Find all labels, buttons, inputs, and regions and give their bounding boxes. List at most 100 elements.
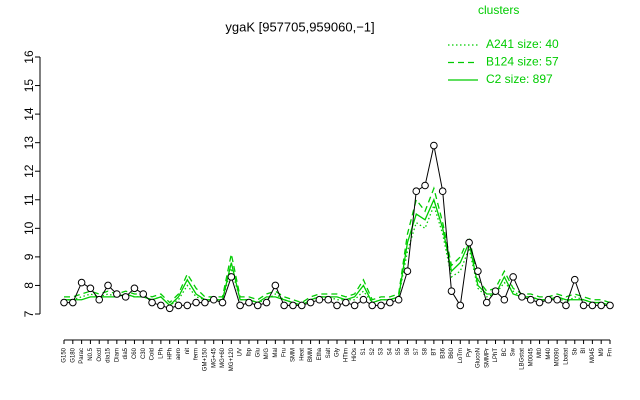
x-tick-label: HPh (167, 348, 173, 360)
probe-point (482, 298, 491, 307)
probe-point (130, 284, 139, 293)
x-tick-label: LPhT (493, 348, 499, 363)
x-tick-label: LBGstat (520, 348, 526, 370)
x-tick-label: Sw (511, 347, 517, 356)
probe-point (606, 301, 614, 310)
x-tick-label: Diam (114, 348, 120, 362)
x-tick-label: Etha (317, 347, 323, 360)
x-tick-label: BI (581, 348, 587, 354)
x-tick-label: Gly (335, 348, 341, 357)
probe-point (297, 301, 306, 310)
probe-point (359, 295, 368, 304)
x-tick-label: Pyr (467, 348, 473, 357)
probe-point (412, 187, 421, 196)
y-tick-label: 15 (22, 79, 36, 93)
probe-point (86, 284, 95, 293)
legend-label: C2 size: 897 (486, 72, 553, 86)
x-tick-label: G150 (62, 347, 68, 362)
x-tick-label: Mal (273, 348, 279, 358)
probe-point (60, 298, 68, 307)
x-tick-label: M40 (546, 347, 552, 359)
x-tick-label: C30 (141, 347, 147, 359)
chart-title: ygaK [957705,959060,−1] (225, 19, 374, 34)
probe-point (174, 301, 183, 310)
probe-point (553, 295, 561, 304)
probe-point (165, 304, 174, 313)
probe-point (183, 301, 192, 310)
probe-point (403, 267, 412, 275)
probe-point (500, 295, 509, 304)
probe-point (350, 301, 359, 310)
cluster-line (64, 203, 611, 307)
y-tick-label: 10 (22, 221, 36, 235)
probe-line (64, 145, 610, 309)
cluster-line (64, 197, 611, 307)
probe-point (509, 273, 517, 281)
x-tick-label: Fru (282, 348, 288, 357)
probe-point (218, 298, 227, 307)
probe-point (306, 298, 315, 307)
x-tick-label: S1 (361, 347, 367, 355)
probe-point (192, 298, 200, 307)
x-tick-label: B60 (449, 347, 455, 358)
probe-point (447, 287, 456, 295)
x-tick-label: MG+120 (229, 347, 235, 371)
probe-point (209, 295, 218, 304)
probe-point (535, 298, 544, 307)
probe-point (588, 301, 597, 310)
x-tick-label: BMM (308, 348, 314, 362)
x-tick-label: GlucoN (475, 348, 481, 368)
probe-point (315, 295, 324, 304)
x-tick-label: Oxctl (97, 348, 103, 362)
probe-point (113, 290, 121, 298)
probe-point (597, 301, 605, 310)
probe-point (394, 295, 403, 304)
x-tick-label: Salt (326, 348, 332, 359)
x-tick-label: S3 (379, 347, 385, 355)
x-tick-label: nit (185, 348, 191, 355)
probe-point (438, 187, 447, 196)
y-tick-label: 9 (22, 253, 36, 260)
probe-point (368, 301, 377, 310)
probe-point (262, 298, 271, 307)
x-tick-label: LoTm (458, 348, 464, 363)
probe-point (544, 295, 553, 304)
x-tick-label: S2 (370, 347, 376, 355)
x-tick-label: Mt0 (537, 347, 543, 358)
probe-point (518, 293, 526, 301)
probe-point (77, 278, 86, 287)
x-tick-label: Glu (255, 348, 261, 357)
x-tick-label: LPh (158, 348, 164, 359)
probe-point (377, 301, 385, 310)
probe-point (562, 301, 570, 310)
x-tick-label: Lbatat (564, 348, 570, 365)
probe-point (201, 298, 209, 307)
probe-point (280, 301, 288, 310)
x-tick-label: Cold (150, 348, 156, 360)
probe-point (104, 281, 112, 290)
probe-point (69, 298, 77, 307)
x-tick-label: B36 (440, 347, 446, 358)
probe-point (245, 298, 253, 307)
x-tick-label: C60 (132, 347, 138, 359)
probe-point (289, 301, 297, 310)
probe-point (253, 301, 262, 310)
probe-point (491, 287, 500, 295)
y-tick-label: 13 (22, 136, 36, 150)
x-tick-label: S4 (387, 347, 393, 355)
cluster-line (64, 186, 611, 304)
probe-point (421, 181, 429, 190)
x-tick-label: Parac (79, 348, 85, 364)
probe-point (121, 293, 130, 301)
probe-point (526, 295, 535, 304)
legend-label: A241 size: 40 (486, 37, 559, 51)
x-tick-label: S5 (396, 347, 402, 355)
x-tick-label: S7 (414, 347, 420, 355)
probe-point (465, 238, 473, 247)
probe-point (386, 298, 394, 307)
probe-point (333, 301, 341, 310)
probe-point (474, 267, 482, 275)
x-tick-label: SMMPr (484, 348, 490, 368)
x-tick-label: Sb (572, 347, 578, 355)
x-tick-label: dia5 (123, 347, 129, 359)
